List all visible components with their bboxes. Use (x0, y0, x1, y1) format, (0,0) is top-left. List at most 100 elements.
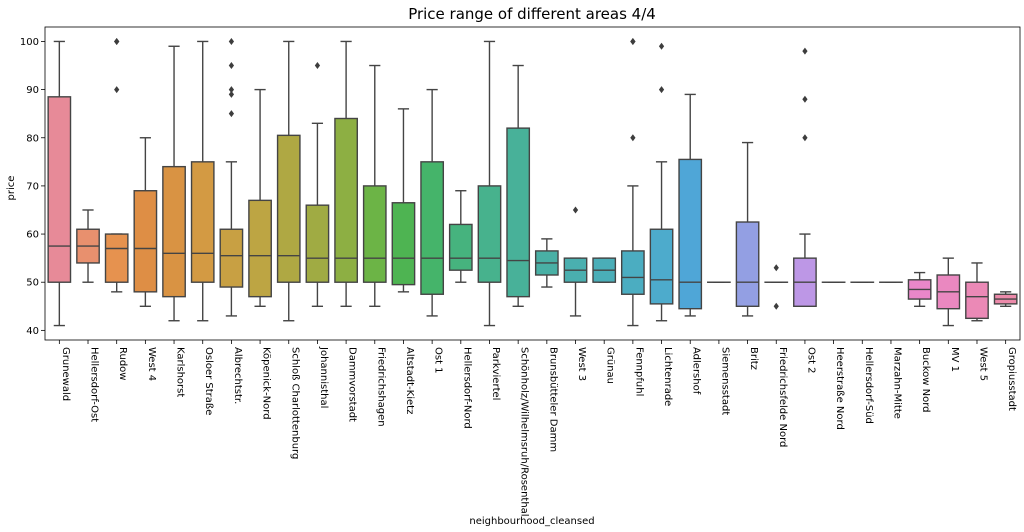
box-body (420, 161, 445, 295)
x-axis: Grunewald Hellersdorf-Ost Rudow West 4 Karls… (58, 340, 1017, 517)
box-2 (104, 37, 129, 293)
box-16 (506, 64, 531, 307)
x-tick-label: MV 1 (949, 347, 960, 372)
outlier-point (802, 47, 808, 55)
outlier-point (630, 134, 636, 142)
x-tick-label: Britz (748, 347, 759, 370)
box-body (133, 190, 158, 293)
y-tick-label: 40 (26, 326, 39, 337)
box-19 (592, 257, 617, 283)
box-body (965, 281, 989, 320)
x-tick-label: Altstadt-Kietz (404, 347, 415, 414)
outlier-point (630, 37, 636, 45)
x-tick-label: Karlshorst (175, 347, 186, 397)
outlier-point (228, 62, 235, 70)
outlier-point (658, 42, 665, 50)
box-body (735, 221, 760, 307)
box-body (190, 161, 215, 283)
outlier-point (228, 37, 235, 45)
x-tick-label: Schönholz/Wilhelmsruh/Rosenthal (519, 347, 530, 517)
box-25 (764, 264, 789, 310)
x-tick-label: Dammvorstadt (347, 347, 358, 422)
box-body (305, 204, 330, 283)
x-tick-label: Marzahn-Mitte (891, 347, 902, 419)
x-tick-label: Ost 2 (805, 347, 816, 374)
box-26 (793, 47, 817, 307)
outlier-point (114, 86, 120, 94)
x-axis-label: neighbourhood_cleansed (469, 516, 594, 527)
x-tick-label: Hellersdorf-Ost (89, 347, 100, 422)
outlier-point (773, 302, 779, 310)
box-3 (133, 137, 158, 307)
outlier-point (773, 264, 779, 272)
outlier-point (114, 37, 120, 45)
y-axis-label: price (6, 176, 17, 201)
box-body (276, 134, 301, 283)
x-tick-label: Fennpfuhl (633, 347, 644, 396)
box-21 (649, 42, 674, 322)
box-31 (936, 257, 961, 327)
y-tick-label: 50 (26, 278, 39, 289)
box-body (248, 199, 272, 298)
outlier-point (228, 110, 235, 118)
y-tick-label: 80 (26, 133, 39, 144)
x-tick-label: Ost 1 (433, 347, 444, 374)
box-24 (735, 141, 760, 317)
x-tick-label: Grünau (605, 347, 616, 384)
x-tick-label: Johannisthal (318, 346, 329, 408)
box-1 (76, 209, 100, 283)
box-body (162, 165, 186, 298)
box-22 (678, 93, 703, 317)
x-tick-label: Buckow Nord (920, 347, 931, 413)
x-tick-label: Siemensstadt (719, 347, 730, 415)
chart-title: Price range of different areas 4/4 (408, 5, 656, 23)
box-15 (477, 40, 502, 327)
outlier-point (658, 86, 665, 94)
x-tick-label: Albrechtstr. (232, 347, 243, 404)
box-body (678, 158, 703, 310)
x-tick-label: Grunewald (60, 347, 71, 401)
x-tick-label: West 5 (977, 347, 988, 381)
box-8 (276, 40, 301, 322)
box-5 (190, 40, 215, 322)
x-tick-label: Parkviertel (490, 347, 501, 400)
box-body (47, 96, 72, 283)
outlier-point (802, 95, 808, 103)
outlier-point (572, 206, 579, 214)
box-17 (534, 238, 559, 288)
x-tick-label: West 4 (146, 347, 157, 381)
x-tick-label: Lichtenrade (662, 347, 673, 406)
outlier-point (228, 90, 235, 98)
box-body (477, 185, 502, 283)
box-body (362, 185, 387, 283)
y-tick-label: 70 (26, 181, 39, 192)
y-tick-label: 100 (20, 37, 39, 48)
box-9 (305, 62, 330, 307)
box-0 (47, 40, 72, 327)
x-tick-label: West 3 (576, 347, 587, 381)
box-6 (219, 37, 244, 317)
box-14 (448, 190, 473, 283)
y-tick-label: 90 (26, 85, 39, 96)
box-20 (620, 37, 645, 327)
x-tick-label: Schloß Charlottenburg (289, 347, 300, 459)
box-body (334, 117, 358, 283)
box-33 (993, 291, 1018, 307)
x-tick-label: Friedrichsfelde Nord (777, 347, 788, 447)
x-tick-label: Osloer Straße (203, 347, 214, 415)
box-13 (420, 88, 445, 317)
x-tick-label: Gropiusstadt (1006, 347, 1017, 411)
box-body (391, 202, 416, 286)
boxes-layer (47, 37, 1018, 327)
x-tick-label: Hellersdorf-Nord (461, 347, 472, 429)
box-body (649, 228, 674, 305)
x-tick-label: Adlershof (691, 347, 702, 395)
box-10 (334, 40, 358, 307)
x-tick-label: Rudow (117, 347, 128, 380)
box-18 (563, 206, 588, 317)
box-body (219, 228, 244, 288)
x-tick-label: Köpenick-Nord (261, 347, 272, 420)
plot-frame (44, 26, 1021, 341)
x-tick-label: Brunsbütteler Damm (547, 347, 558, 452)
